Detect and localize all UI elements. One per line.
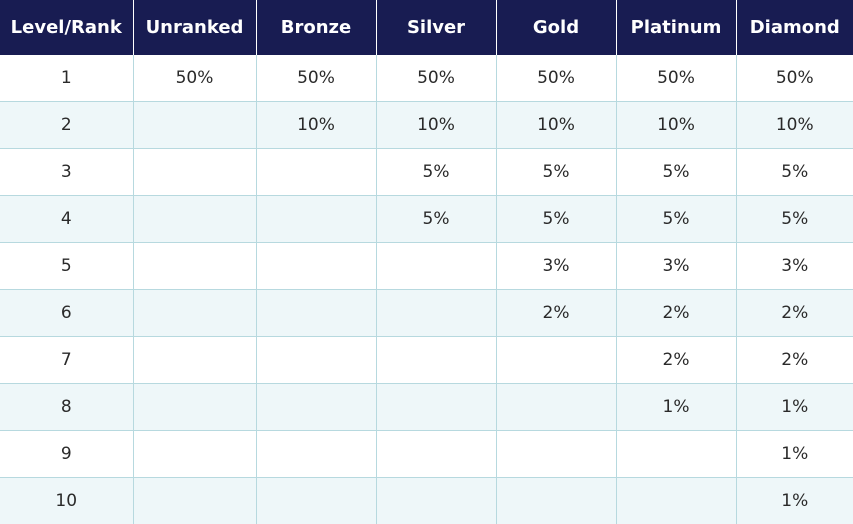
silver-cell — [376, 243, 496, 290]
unranked-cell — [133, 431, 256, 478]
silver-cell: 10% — [376, 102, 496, 149]
level-cell: 2 — [0, 102, 133, 149]
bronze-cell — [256, 290, 376, 337]
bronze-cell — [256, 478, 376, 524]
diamond-cell: 1% — [736, 431, 853, 478]
platinum-cell: 2% — [616, 290, 736, 337]
header-platinum: Platinum — [616, 0, 736, 55]
gold-cell: 2% — [496, 290, 616, 337]
table-row: 6 2% 2% 2% — [0, 290, 853, 337]
level-cell: 7 — [0, 337, 133, 384]
diamond-cell: 3% — [736, 243, 853, 290]
platinum-cell: 10% — [616, 102, 736, 149]
level-cell: 1 — [0, 55, 133, 102]
table-row: 10 1% — [0, 478, 853, 524]
table-row: 7 2% 2% — [0, 337, 853, 384]
unranked-cell — [133, 102, 256, 149]
table-row: 2 10% 10% 10% 10% 10% — [0, 102, 853, 149]
diamond-cell: 1% — [736, 384, 853, 431]
bronze-cell: 50% — [256, 55, 376, 102]
platinum-cell — [616, 431, 736, 478]
gold-cell: 50% — [496, 55, 616, 102]
table-row: 5 3% 3% 3% — [0, 243, 853, 290]
platinum-cell: 1% — [616, 384, 736, 431]
diamond-cell: 2% — [736, 290, 853, 337]
header-unranked: Unranked — [133, 0, 256, 55]
level-cell: 5 — [0, 243, 133, 290]
level-cell: 9 — [0, 431, 133, 478]
diamond-cell: 50% — [736, 55, 853, 102]
diamond-cell: 10% — [736, 102, 853, 149]
table-row: 3 5% 5% 5% 5% — [0, 149, 853, 196]
unranked-cell — [133, 384, 256, 431]
level-cell: 8 — [0, 384, 133, 431]
gold-cell — [496, 337, 616, 384]
platinum-cell — [616, 478, 736, 524]
header-row: Level/Rank Unranked Bronze Silver Gold P… — [0, 0, 853, 55]
level-cell: 3 — [0, 149, 133, 196]
gold-cell — [496, 478, 616, 524]
unranked-cell — [133, 337, 256, 384]
header-level-rank: Level/Rank — [0, 0, 133, 55]
table-body: 1 50% 50% 50% 50% 50% 50% 2 10% 10% 10% … — [0, 55, 853, 524]
platinum-cell: 3% — [616, 243, 736, 290]
platinum-cell: 50% — [616, 55, 736, 102]
bronze-cell — [256, 196, 376, 243]
diamond-cell: 2% — [736, 337, 853, 384]
gold-cell — [496, 431, 616, 478]
bronze-cell: 10% — [256, 102, 376, 149]
bronze-cell — [256, 337, 376, 384]
table-row: 8 1% 1% — [0, 384, 853, 431]
diamond-cell: 5% — [736, 149, 853, 196]
level-cell: 6 — [0, 290, 133, 337]
silver-cell: 5% — [376, 196, 496, 243]
table-row: 4 5% 5% 5% 5% — [0, 196, 853, 243]
gold-cell: 10% — [496, 102, 616, 149]
unranked-cell — [133, 290, 256, 337]
header-diamond: Diamond — [736, 0, 853, 55]
header-silver: Silver — [376, 0, 496, 55]
header-gold: Gold — [496, 0, 616, 55]
table-row: 1 50% 50% 50% 50% 50% 50% — [0, 55, 853, 102]
table-row: 9 1% — [0, 431, 853, 478]
bronze-cell — [256, 431, 376, 478]
silver-cell — [376, 290, 496, 337]
bronze-cell — [256, 384, 376, 431]
unranked-cell: 50% — [133, 55, 256, 102]
gold-cell: 3% — [496, 243, 616, 290]
platinum-cell: 5% — [616, 196, 736, 243]
silver-cell — [376, 337, 496, 384]
unranked-cell — [133, 478, 256, 524]
silver-cell: 5% — [376, 149, 496, 196]
diamond-cell: 5% — [736, 196, 853, 243]
silver-cell: 50% — [376, 55, 496, 102]
platinum-cell: 5% — [616, 149, 736, 196]
silver-cell — [376, 384, 496, 431]
platinum-cell: 2% — [616, 337, 736, 384]
level-cell: 4 — [0, 196, 133, 243]
table-header: Level/Rank Unranked Bronze Silver Gold P… — [0, 0, 853, 55]
level-cell: 10 — [0, 478, 133, 524]
unranked-cell — [133, 196, 256, 243]
gold-cell: 5% — [496, 149, 616, 196]
unranked-cell — [133, 149, 256, 196]
bronze-cell — [256, 243, 376, 290]
gold-cell: 5% — [496, 196, 616, 243]
unranked-cell — [133, 243, 256, 290]
silver-cell — [376, 431, 496, 478]
header-bronze: Bronze — [256, 0, 376, 55]
gold-cell — [496, 384, 616, 431]
diamond-cell: 1% — [736, 478, 853, 524]
silver-cell — [376, 478, 496, 524]
bronze-cell — [256, 149, 376, 196]
